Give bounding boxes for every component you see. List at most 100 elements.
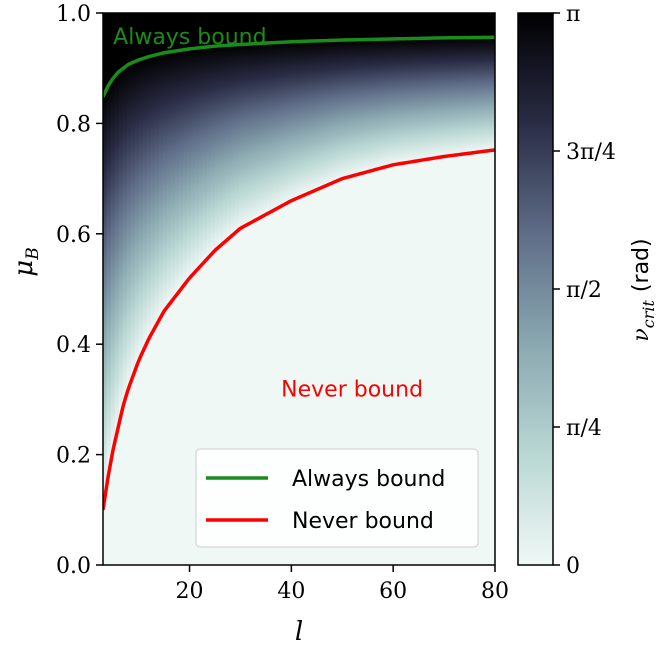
heatmap-column — [146, 13, 152, 565]
y-tick-label: 0.2 — [56, 444, 91, 469]
heatmap-column — [362, 13, 368, 565]
series-line-always-bound — [103, 35, 495, 98]
heatmap-column — [402, 13, 408, 565]
heatmap-column — [158, 13, 164, 565]
heatmap-column — [154, 13, 160, 565]
heatmap-column — [106, 13, 112, 565]
y-axis-title: μB — [9, 247, 43, 276]
heatmap-column — [398, 13, 404, 565]
colorbar-title: νcrit (rad) — [629, 238, 658, 341]
heatmap-column — [238, 13, 244, 565]
heatmap-column — [406, 13, 412, 565]
legend: Always bound Never bound — [195, 448, 479, 548]
heatmap-column — [214, 13, 220, 565]
x-axis-ticks: 20 40 60 80 — [176, 565, 509, 604]
heatmap-column — [386, 13, 392, 565]
heatmap-column — [110, 13, 116, 565]
legend-label: Never bound — [292, 509, 434, 534]
heatmap-column — [434, 13, 440, 565]
legend-label: Always bound — [292, 467, 445, 492]
heatmap — [103, 13, 495, 565]
heatmap-column — [446, 13, 452, 565]
heatmap-column — [358, 13, 364, 565]
y-tick-label: 0.6 — [56, 223, 91, 248]
heatmap-column — [370, 13, 376, 565]
heatmap-column — [378, 13, 384, 565]
heatmap-column — [242, 13, 248, 565]
heatmap-column — [334, 13, 340, 565]
heatmap-column — [394, 13, 400, 565]
heatmap-column — [490, 13, 495, 565]
heatmap-column — [466, 13, 472, 565]
heatmap-column — [298, 13, 304, 565]
heatmap-column — [142, 13, 148, 565]
heatmap-column — [226, 13, 232, 565]
heatmap-column — [486, 13, 492, 565]
colorbar-tick-label: π/4 — [566, 416, 602, 441]
colorbar-title-unit: (rad) — [629, 238, 654, 292]
heatmap-column — [302, 13, 308, 565]
y-axis-title-main: μ — [9, 260, 39, 277]
y-axis-ticks: 0.0 0.2 0.4 0.6 0.8 1.0 — [56, 2, 103, 579]
heatmap-column — [470, 13, 476, 565]
heatmap-column — [290, 13, 296, 565]
heatmap-column — [374, 13, 380, 565]
x-tick-label: 40 — [277, 579, 305, 604]
heatmap-column — [458, 13, 464, 565]
x-tick-label: 80 — [481, 579, 509, 604]
heatmap-column — [426, 13, 432, 565]
colorbar-title-main: ν — [629, 328, 654, 341]
heatmap-column — [218, 13, 224, 565]
heatmap-column — [322, 13, 328, 565]
svg-text:νcrit(rad): νcrit (rad) — [629, 238, 658, 341]
heatmap-column — [410, 13, 416, 565]
heatmap-column — [246, 13, 252, 565]
heatmap-column — [346, 13, 352, 565]
heatmap-column — [166, 13, 172, 565]
heatmap-column — [418, 13, 424, 565]
heatmap-column — [186, 13, 192, 565]
heatmap-column — [342, 13, 348, 565]
heatmap-column — [474, 13, 480, 565]
heatmap-column — [330, 13, 336, 565]
heatmap-column — [266, 13, 272, 565]
heatmap-column — [454, 13, 460, 565]
svg-text:μB: μB — [9, 247, 43, 276]
heatmap-column — [270, 13, 276, 565]
heatmap-column — [482, 13, 488, 565]
heatmap-column — [326, 13, 332, 565]
heatmap-column — [258, 13, 264, 565]
heatmap-column — [438, 13, 444, 565]
annotation-label: Never bound — [281, 377, 423, 402]
heatmap-column — [382, 13, 388, 565]
y-tick-label: 1.0 — [56, 2, 91, 27]
y-axis-title-sub: B — [23, 247, 43, 261]
colorbar-ticks: 0 π/4 π/2 3π/4 π — [553, 2, 616, 579]
heatmap-column — [250, 13, 256, 565]
colorbar-fill — [518, 13, 553, 565]
heatmap-column — [294, 13, 300, 565]
x-axis-title: l — [295, 617, 303, 647]
heatmap-column — [278, 13, 284, 565]
heatmap-column — [414, 13, 420, 565]
heatmap-column — [190, 13, 196, 565]
heatmap-column — [194, 13, 200, 565]
heatmap-column — [422, 13, 428, 565]
x-tick-label: 60 — [379, 579, 407, 604]
heatmap-column — [198, 13, 204, 565]
heatmap-column — [234, 13, 240, 565]
annotation-label: Always bound — [113, 25, 266, 50]
colorbar-tick-label: 0 — [566, 554, 580, 579]
heatmap-column — [230, 13, 236, 565]
heatmap-column — [286, 13, 292, 565]
heatmap-column — [170, 13, 176, 565]
heatmap-column — [130, 13, 136, 565]
heatmap-column — [122, 13, 128, 565]
heatmap-column — [390, 13, 396, 565]
heatmap-column — [274, 13, 280, 565]
plot-frame — [102, 12, 496, 566]
heatmap-column — [182, 13, 188, 565]
colorbar-tick-label: π/2 — [566, 278, 602, 303]
y-tick-label: 0.4 — [56, 333, 91, 358]
